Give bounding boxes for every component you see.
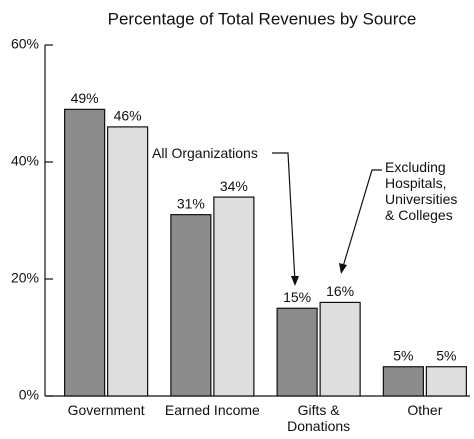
bar: [382, 366, 424, 397]
y-tick-label: 20%: [11, 270, 39, 286]
bar: [64, 108, 106, 397]
chart-title: Percentage of Total Revenues by Source: [108, 9, 417, 28]
value-label: 5%: [393, 347, 413, 363]
legend-arrowhead: [291, 276, 299, 286]
value-label: 15%: [283, 289, 311, 305]
value-label: 16%: [326, 283, 354, 299]
value-label: 5%: [436, 347, 456, 363]
x-tick-label: Earned Income: [164, 402, 260, 418]
value-label: 34%: [220, 178, 248, 194]
bar: [213, 196, 255, 397]
bar: [319, 301, 361, 397]
legend-arrow: [341, 169, 382, 271]
legend-label: Excluding Hospitals, Universities & Coll…: [385, 159, 458, 223]
value-label: 46%: [114, 108, 142, 124]
y-tick-label: 40%: [11, 153, 39, 169]
bar: [276, 307, 318, 397]
x-tick-label: Other: [407, 402, 443, 418]
legend-label: All Organizations: [152, 145, 258, 161]
y-tick-label: 60%: [11, 36, 39, 52]
x-tick-label: Gifts & Donations: [287, 402, 351, 434]
value-label: 49%: [71, 90, 99, 106]
x-tick-label: Government: [67, 402, 145, 418]
legend-arrowhead: [339, 263, 347, 274]
bar: [425, 366, 467, 397]
value-label: 31%: [177, 195, 205, 211]
bar: [107, 126, 149, 397]
legend-arrow: [272, 152, 296, 283]
y-tick-label: 0%: [19, 387, 39, 403]
bar: [170, 214, 212, 397]
